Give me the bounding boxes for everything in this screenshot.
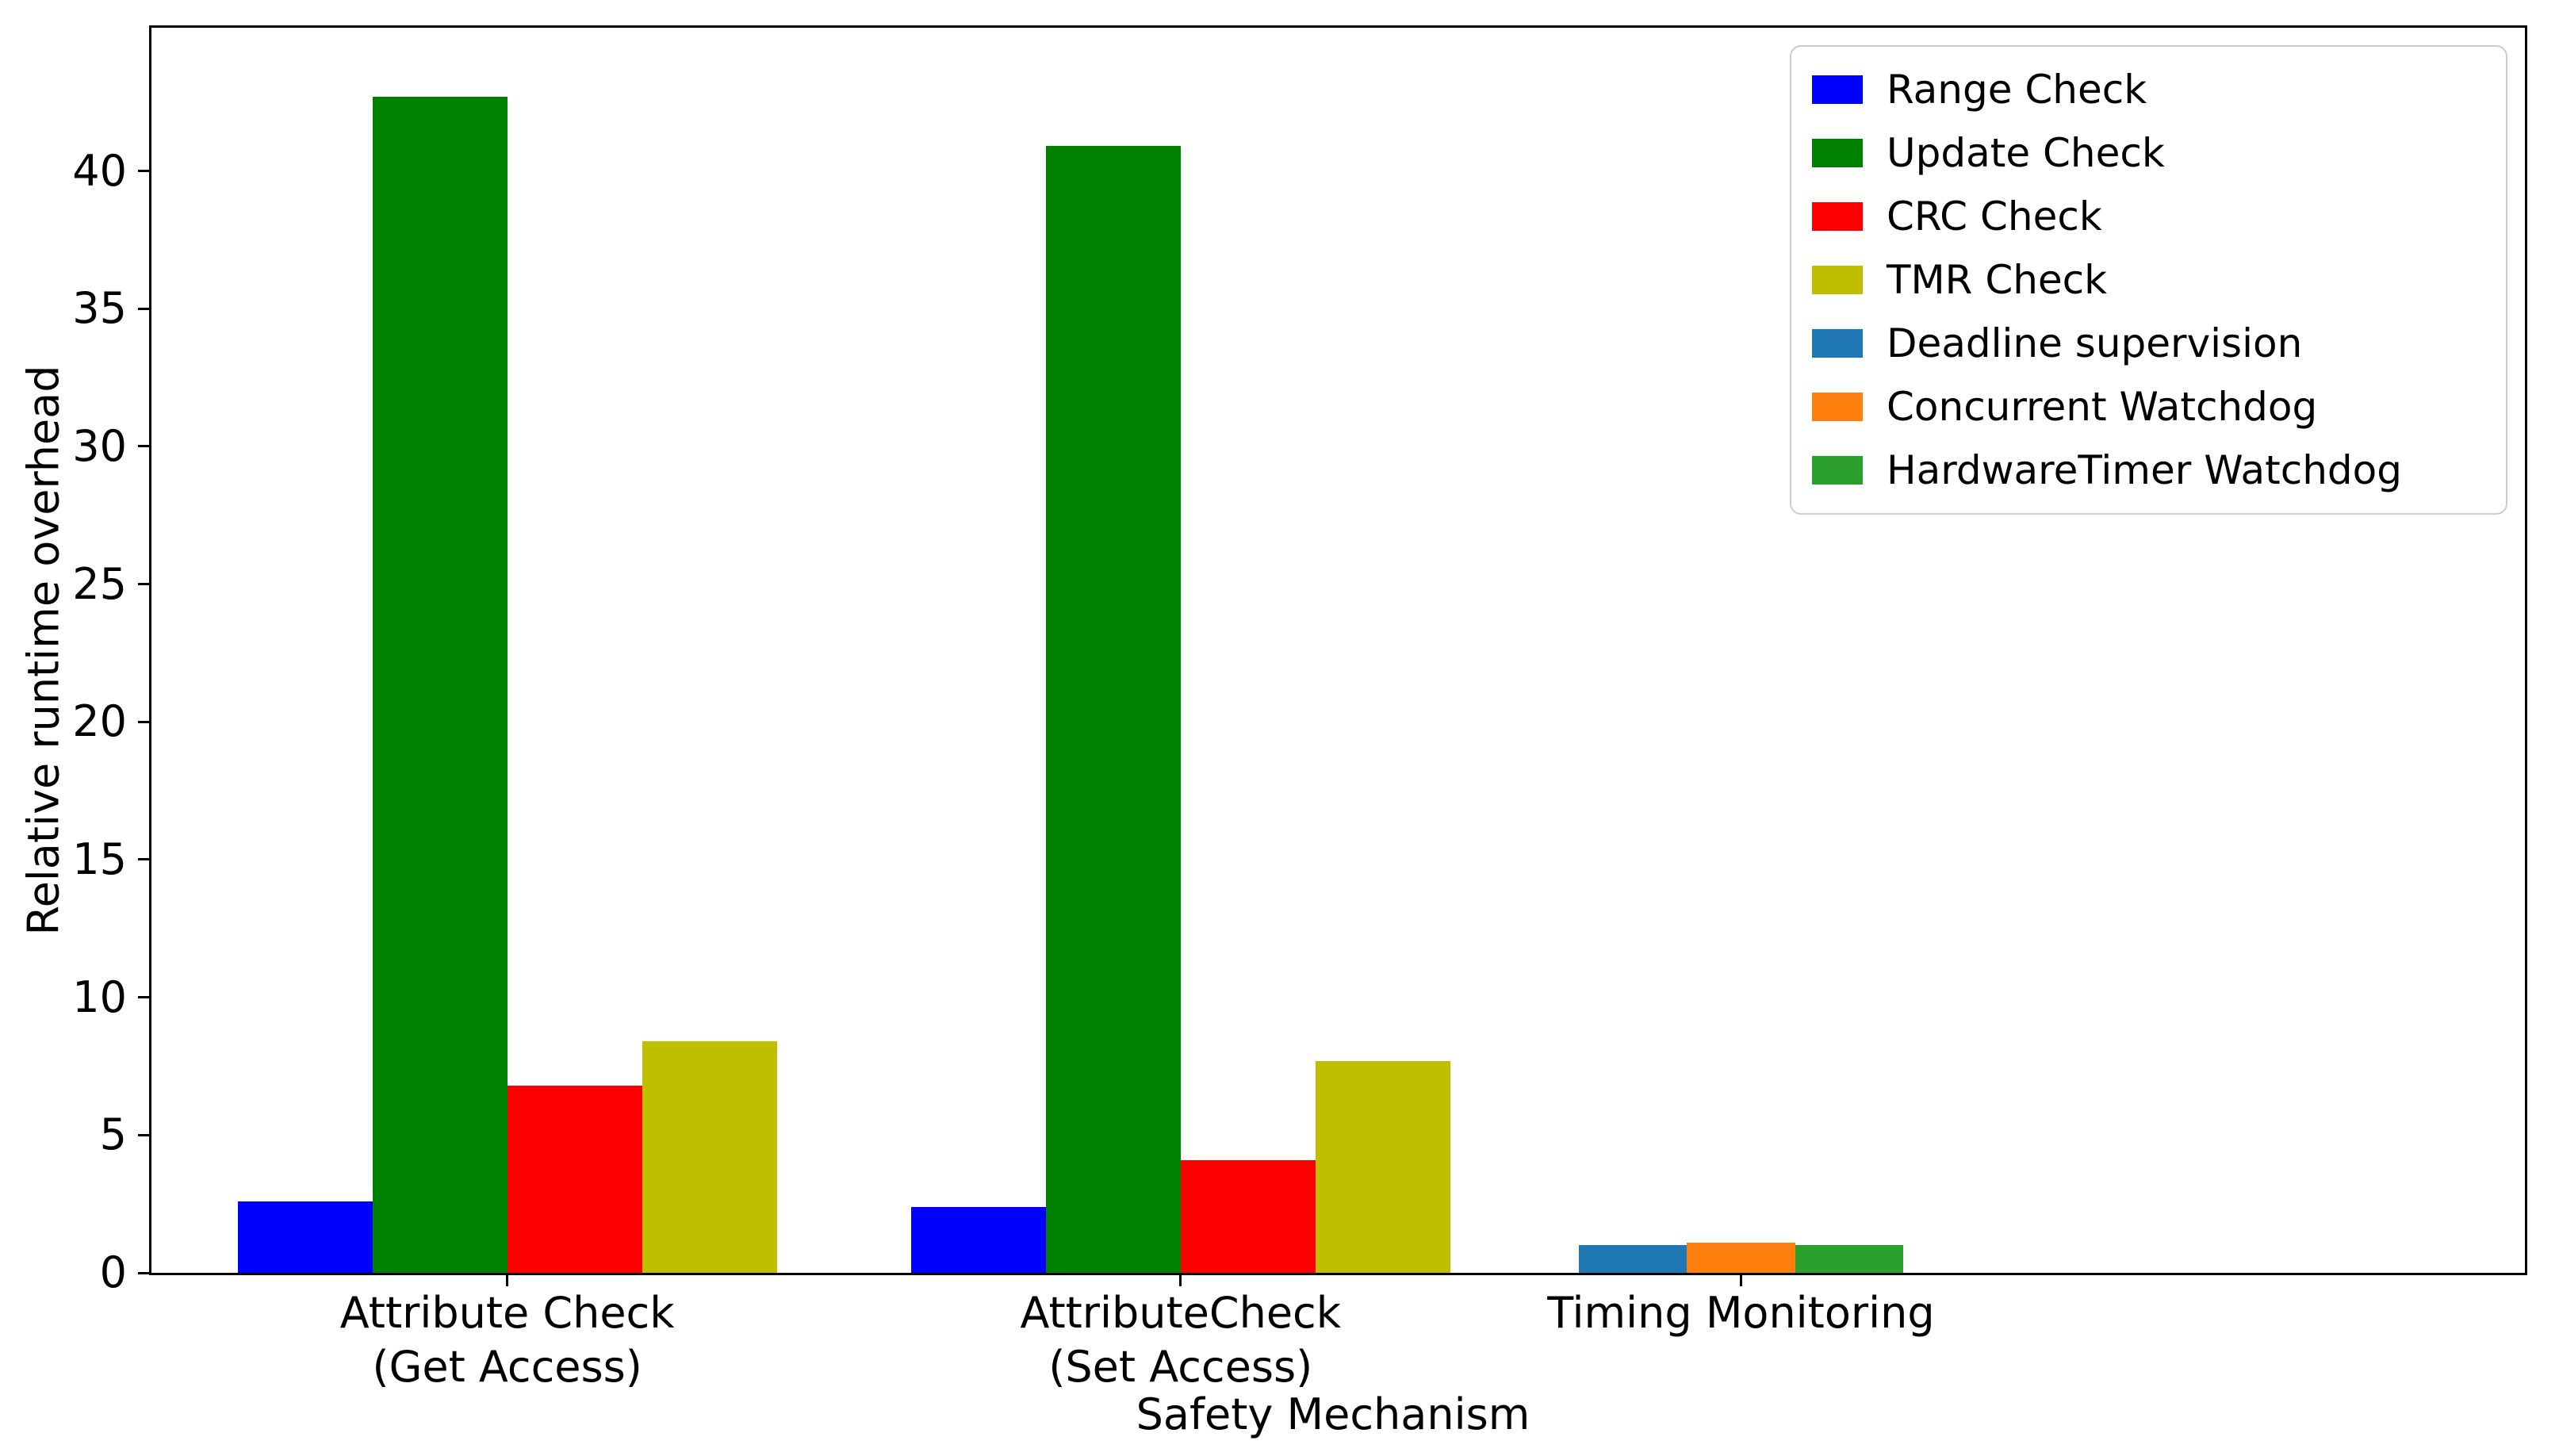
xtick-label: Attribute Check (Get Access) (339, 1288, 675, 1392)
ytick-label: 25 (72, 558, 127, 609)
xtick-mark (1179, 1275, 1182, 1286)
bar (642, 1041, 777, 1273)
legend-label: Deadline supervision (1887, 320, 2303, 366)
ytick-mark (138, 1133, 149, 1136)
ytick-mark (138, 445, 149, 448)
ytick-label: 30 (72, 420, 127, 471)
legend-item: CRC Check (1812, 194, 2490, 239)
ytick-mark (138, 170, 149, 173)
legend-swatch (1812, 75, 1863, 104)
bar (507, 1085, 642, 1273)
ytick-label: 10 (72, 971, 127, 1022)
bar (910, 1206, 1046, 1273)
plot-area: Range Check Update Check CRC Check TMR Chec… (149, 25, 2527, 1275)
ytick-mark (138, 307, 149, 310)
ytick-mark (138, 583, 149, 586)
bar (237, 1201, 373, 1273)
bar (1180, 1159, 1316, 1273)
ytick-label: 20 (72, 696, 127, 747)
ytick-mark (138, 720, 149, 723)
legend-item: Range Check (1812, 67, 2490, 112)
xtick-label: Timing Monitoring (1547, 1288, 1935, 1338)
legend-swatch (1812, 393, 1863, 421)
legend-swatch (1812, 456, 1863, 485)
bar (1687, 1242, 1795, 1273)
ytick-label: 5 (99, 1109, 127, 1160)
ytick-label: 0 (99, 1247, 127, 1297)
legend-label: Update Check (1887, 130, 2165, 176)
legend-swatch (1812, 329, 1863, 358)
legend-label: Range Check (1887, 67, 2147, 113)
x-axis-label: Safety Mechanism (1136, 1389, 1530, 1439)
legend-item: Update Check (1812, 131, 2490, 175)
xtick-label: AttributeCheck (Set Access) (1020, 1288, 1342, 1392)
legend-swatch (1812, 202, 1863, 231)
legend: Range Check Update Check CRC Check TMR Chec… (1790, 45, 2507, 515)
legend-item: Concurrent Watchdog (1812, 385, 2490, 429)
ytick-label: 35 (72, 283, 127, 334)
legend-label: Concurrent Watchdog (1887, 384, 2318, 430)
bar (1315, 1060, 1450, 1273)
legend-item: HardwareTimer Watchdog (1812, 448, 2490, 492)
bar (372, 96, 508, 1273)
legend-swatch (1812, 139, 1863, 167)
ytick-label: 40 (72, 145, 127, 196)
legend-swatch (1812, 266, 1863, 294)
ytick-label: 15 (72, 833, 127, 884)
legend-item: TMR Check (1812, 258, 2490, 302)
legend-item: Deadline supervision (1812, 321, 2490, 366)
bar (1795, 1245, 1904, 1273)
legend-label: HardwareTimer Watchdog (1887, 447, 2402, 493)
ytick-mark (138, 1271, 149, 1274)
xtick-mark (1739, 1275, 1742, 1286)
ytick-mark (138, 858, 149, 861)
xtick-mark (506, 1275, 509, 1286)
ytick-mark (138, 996, 149, 999)
bar (1578, 1245, 1687, 1273)
bar (1045, 146, 1181, 1273)
legend-label: TMR Check (1887, 257, 2108, 303)
legend-label: CRC Check (1887, 193, 2102, 239)
